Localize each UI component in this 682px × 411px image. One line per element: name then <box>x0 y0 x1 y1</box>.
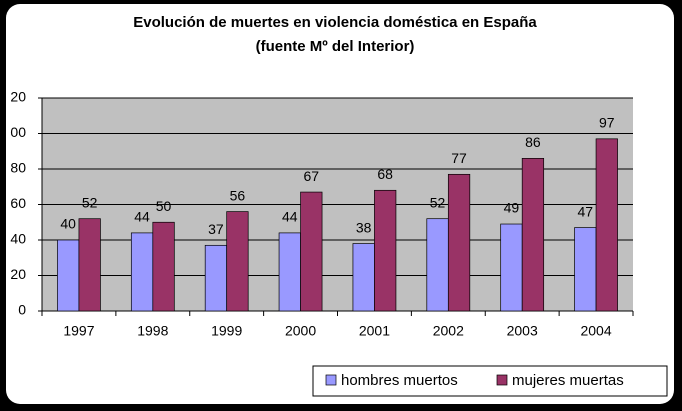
value-label: 52 <box>82 194 98 210</box>
legend <box>312 365 668 397</box>
value-label: 97 <box>599 115 615 131</box>
bar <box>352 243 375 312</box>
legend-label: hombres muertos <box>341 372 458 389</box>
bar <box>426 218 449 312</box>
bar <box>78 218 101 312</box>
value-label: 50 <box>156 198 172 214</box>
chart-title: Evolución de muertes en violencia domést… <box>133 14 537 31</box>
bar <box>521 158 545 312</box>
y-tick-label: 60 <box>10 195 26 211</box>
bar <box>152 221 175 312</box>
bar <box>595 138 618 312</box>
bar <box>574 227 597 312</box>
bar <box>500 223 523 312</box>
value-label: 40 <box>60 216 76 232</box>
value-label: 52 <box>430 194 446 210</box>
value-label: 47 <box>578 203 594 219</box>
legend-swatch <box>325 374 337 386</box>
value-label: 38 <box>356 219 372 235</box>
legend-label: mujeres muertas <box>512 372 624 389</box>
bar <box>130 232 154 312</box>
y-tick-label: 20 <box>10 266 26 282</box>
y-tick-label: 80 <box>10 160 26 176</box>
bar <box>57 239 80 312</box>
x-tick-label: 1997 <box>63 323 94 339</box>
bar <box>374 189 397 312</box>
x-tick-label: 2003 <box>507 323 538 339</box>
bar <box>300 191 323 312</box>
bar <box>278 232 301 312</box>
y-tick-label: 40 <box>10 231 26 247</box>
value-label: 44 <box>282 209 298 225</box>
x-tick-label: 2004 <box>580 323 611 339</box>
y-tick-label: 20 <box>10 89 26 105</box>
value-label: 37 <box>208 221 224 237</box>
x-tick-label: 2002 <box>433 323 464 339</box>
x-tick-label: 2001 <box>359 323 390 339</box>
value-label: 56 <box>230 187 246 203</box>
x-tick-label: 1998 <box>137 323 168 339</box>
value-label: 67 <box>304 168 320 184</box>
bar <box>447 173 471 312</box>
bar <box>226 211 249 312</box>
value-label: 44 <box>134 209 150 225</box>
y-tick-label: 00 <box>10 124 26 140</box>
x-tick-label: 1999 <box>211 323 242 339</box>
y-tick-label: 0 <box>18 302 26 318</box>
value-label: 49 <box>504 200 520 216</box>
chart-subtitle: (fuente Mº del Interior) <box>256 38 415 55</box>
value-label: 86 <box>525 134 541 150</box>
x-tick-label: 2000 <box>285 323 316 339</box>
value-label: 77 <box>451 150 467 166</box>
legend-swatch <box>496 374 508 386</box>
bar <box>204 244 228 312</box>
value-label: 68 <box>377 166 393 182</box>
